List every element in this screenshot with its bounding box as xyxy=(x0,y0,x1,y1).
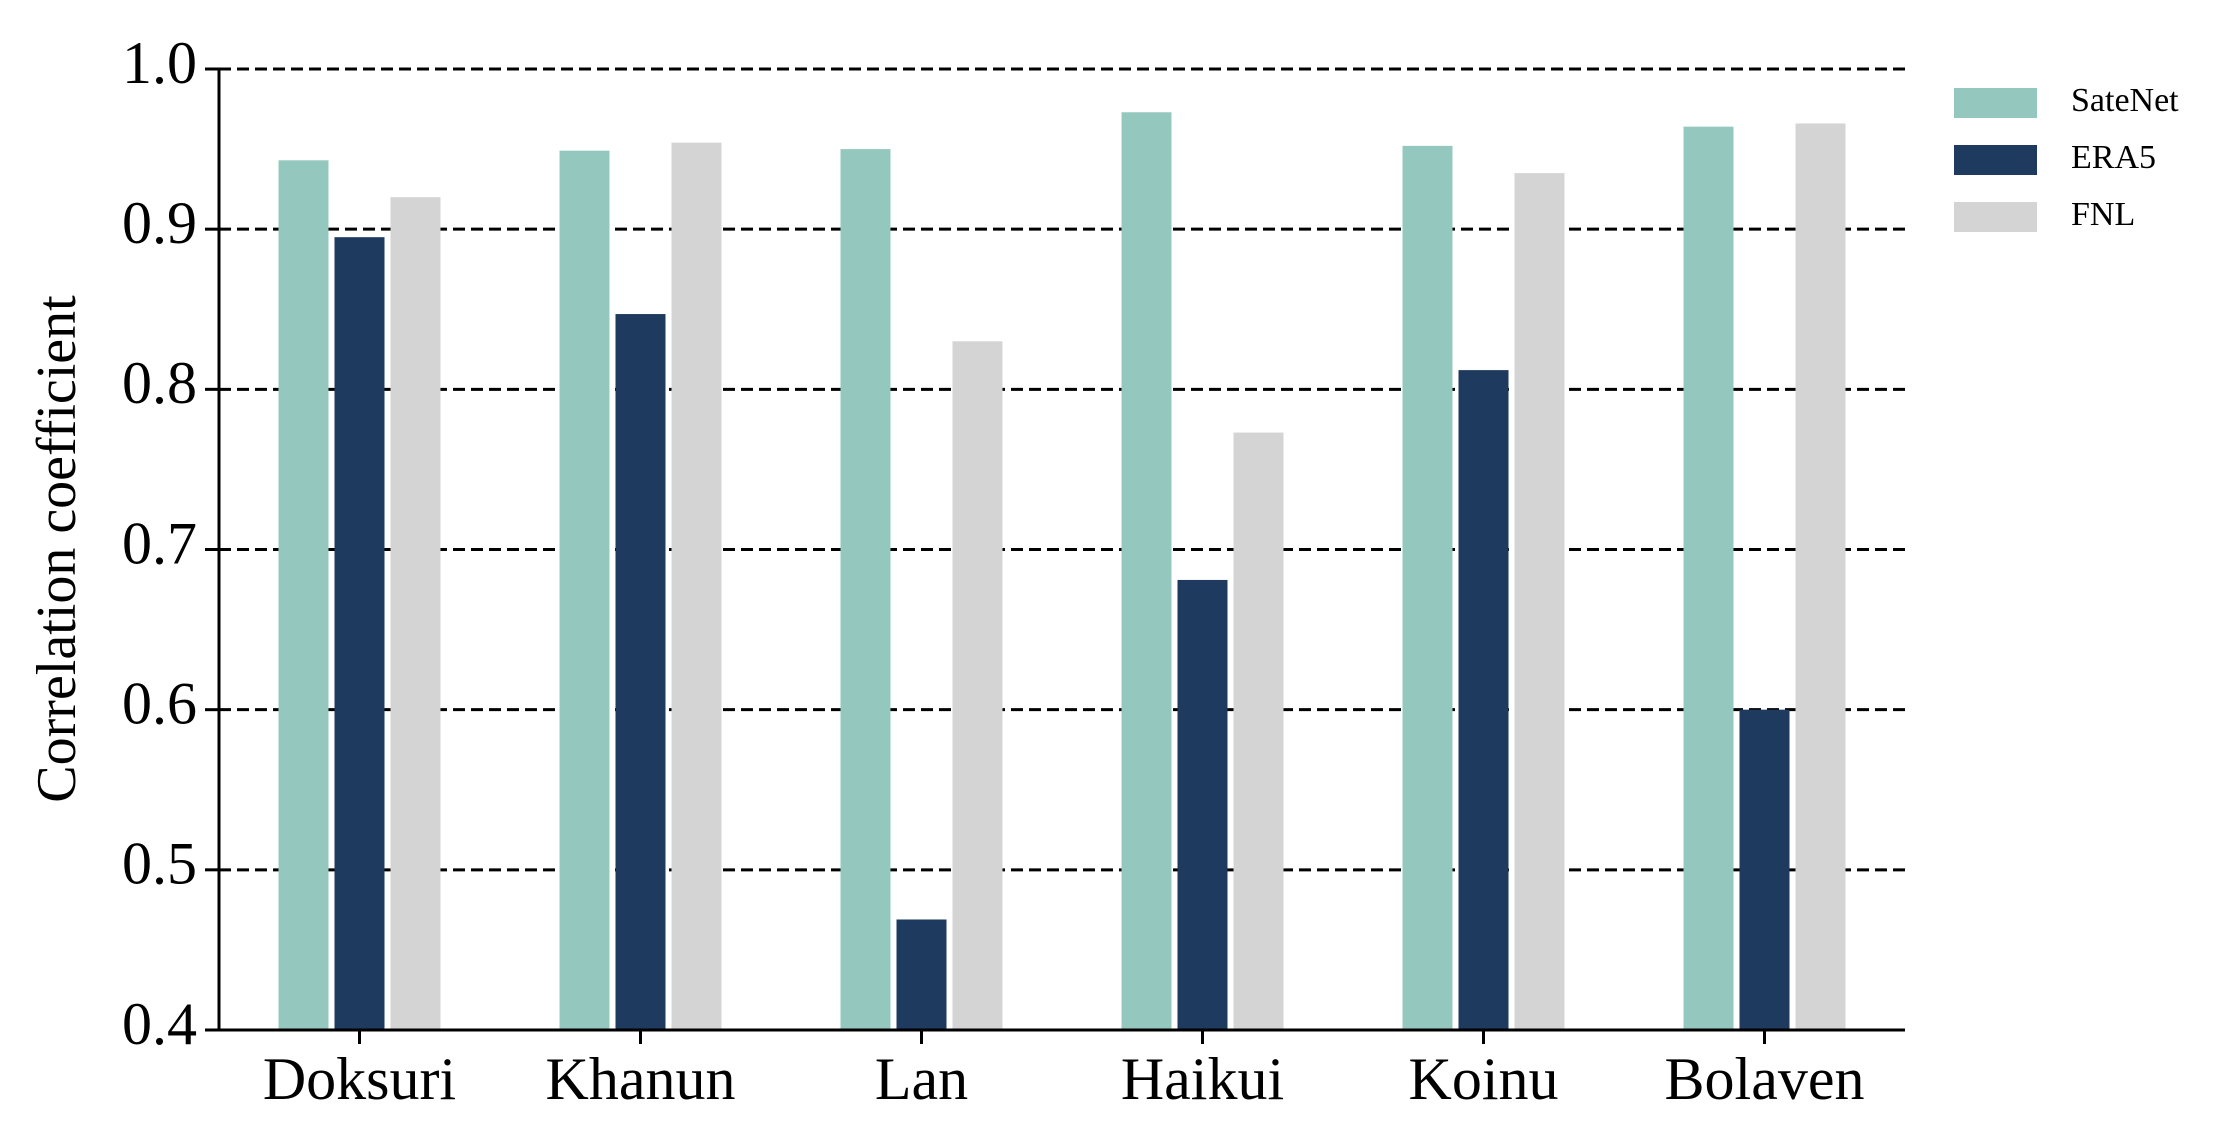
x-tick-label: Khanun xyxy=(546,1046,736,1112)
y-tick-label: 0.5 xyxy=(122,831,197,897)
bar xyxy=(615,314,666,1030)
x-tick-label: Haikui xyxy=(1121,1046,1284,1112)
legend-swatch xyxy=(1954,145,2037,175)
y-tick-label: 0.9 xyxy=(122,190,197,256)
y-tick-label: 1.0 xyxy=(122,30,197,96)
bar xyxy=(559,150,610,1030)
x-tick-label: Lan xyxy=(875,1046,968,1112)
legend-swatch xyxy=(1954,202,2037,232)
bar xyxy=(1177,579,1228,1030)
bar xyxy=(278,160,329,1031)
bar xyxy=(1233,432,1284,1030)
y-tick-label: 0.8 xyxy=(122,350,197,416)
x-tick-label: Bolaven xyxy=(1665,1046,1865,1112)
y-tick-label: 0.6 xyxy=(122,670,197,736)
legend-label: ERA5 xyxy=(2071,139,2156,176)
bar xyxy=(334,237,385,1031)
y-tick-label: 0.7 xyxy=(122,510,197,576)
x-tick-label: Doksuri xyxy=(263,1046,456,1112)
bar xyxy=(896,919,947,1030)
bar xyxy=(1683,126,1734,1030)
bar xyxy=(840,149,891,1031)
bar xyxy=(1458,370,1509,1030)
bar xyxy=(1795,123,1846,1030)
bar xyxy=(952,341,1003,1030)
legend-swatch xyxy=(1954,88,2037,118)
y-axis-label: Correlation coefficient xyxy=(26,295,88,803)
legend-label: FNL xyxy=(2071,196,2135,233)
bar xyxy=(1402,145,1453,1030)
bar xyxy=(671,142,722,1031)
bar xyxy=(1514,173,1565,1030)
bar xyxy=(390,197,441,1031)
bar xyxy=(1121,112,1172,1031)
bar xyxy=(1739,709,1790,1030)
legend-label: SateNet xyxy=(2071,82,2179,119)
y-tick-label: 0.4 xyxy=(122,991,197,1057)
x-tick-label: Koinu xyxy=(1409,1046,1559,1112)
